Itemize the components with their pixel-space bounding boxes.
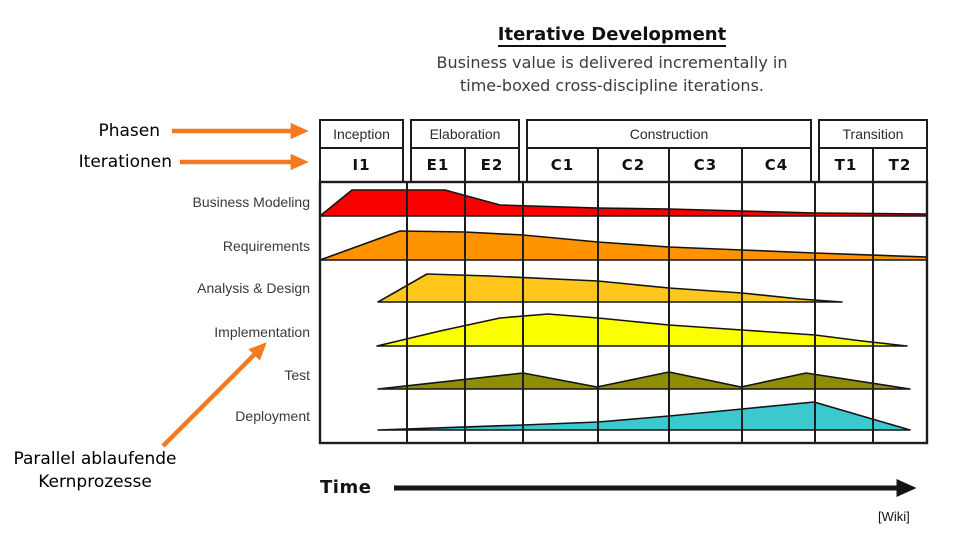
page-title: Iterative Development [312,24,912,47]
iterations-annotation-label: Iterationen [78,152,172,172]
phase-label-inception: Inception [333,126,390,142]
subtitle-line-1: Business value is delivered incrementall… [436,53,788,72]
discipline-label-test: Test [284,367,310,383]
phase-label-transition: Transition [842,126,904,142]
discipline-label-implementation: Implementation [214,324,310,340]
iteration-cell-c4 [741,147,812,183]
discipline-label-deployment: Deployment [235,408,310,424]
subtitle-line-2: time-boxed cross-discipline iterations. [459,76,764,95]
hump-implementation [376,313,908,347]
iteration-label-e1: E1 [426,156,450,174]
phase-label-elaboration: Elaboration [429,126,501,142]
iteration-cell-i1 [319,147,404,183]
time-axis-label: Time [320,477,372,498]
parallel-processes-annotation: Parallel ablaufende Kernprozesse [0,448,190,494]
parallel-annotation-line-1: Parallel ablaufende [13,449,177,469]
page-title-text: Iterative Development [497,24,727,47]
iteration-label-t2: T2 [888,156,912,174]
iteration-label-c3: C3 [693,156,718,174]
hump-requirements [319,230,928,261]
hump-business-modeling [319,189,928,217]
parallel-processes-arrow [161,342,267,448]
phases-annotation-label: Phasen [98,121,160,141]
hump-test [377,371,911,390]
iteration-cell-e2 [464,147,520,183]
title-block: Iterative Development Business value is … [312,24,912,97]
phase-label-construction: Construction [629,126,709,142]
iteration-cell-t2 [872,147,928,183]
parallel-annotation-line-2: Kernprozesse [38,472,152,492]
iteration-label-i1: I1 [352,156,371,174]
iteration-label-e2: E2 [480,156,504,174]
hump-deployment [377,401,911,431]
attribution-label: [Wiki] [878,509,910,524]
iteration-label-c4: C4 [764,156,789,174]
discipline-label-business-modeling: Business Modeling [192,194,310,210]
discipline-label-requirements: Requirements [222,238,310,254]
iteration-label-c2: C2 [621,156,646,174]
discipline-label-analysis-design: Analysis & Design [197,280,310,296]
table-body-frame [318,180,929,445]
hump-analysis-design [377,273,843,303]
iteration-label-t1: T1 [834,156,858,174]
iteration-label-c1: C1 [550,156,575,174]
